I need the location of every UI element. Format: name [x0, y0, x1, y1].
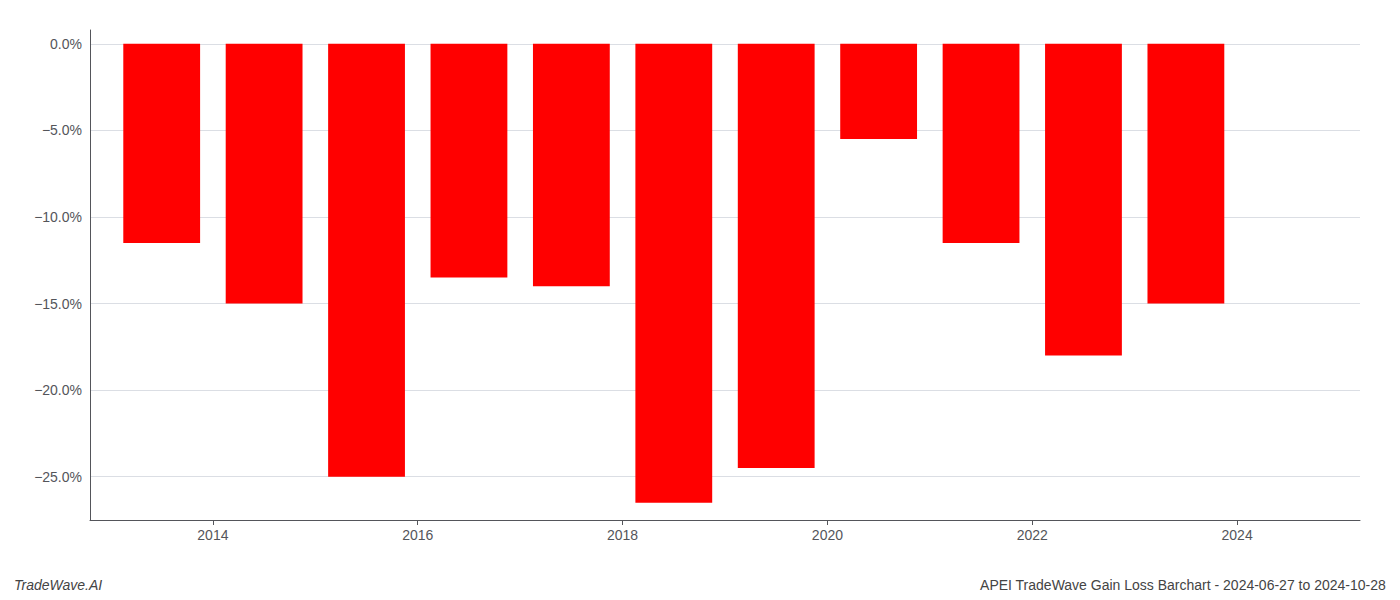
svg-text:−25.0%: −25.0% — [34, 469, 82, 485]
svg-text:APEI TradeWave Gain Loss Barch: APEI TradeWave Gain Loss Barchart - 2024… — [980, 577, 1386, 593]
svg-text:2022: 2022 — [1017, 527, 1048, 543]
svg-text:−20.0%: −20.0% — [34, 382, 82, 398]
svg-text:2020: 2020 — [812, 527, 843, 543]
svg-text:−5.0%: −5.0% — [42, 122, 82, 138]
svg-text:−15.0%: −15.0% — [34, 296, 82, 312]
svg-text:2018: 2018 — [607, 527, 638, 543]
svg-text:−10.0%: −10.0% — [34, 209, 82, 225]
svg-text:0.0%: 0.0% — [50, 36, 82, 52]
svg-text:2024: 2024 — [1222, 527, 1253, 543]
svg-text:TradeWave.AI: TradeWave.AI — [14, 577, 102, 593]
svg-text:2016: 2016 — [402, 527, 433, 543]
svg-text:2014: 2014 — [197, 527, 228, 543]
